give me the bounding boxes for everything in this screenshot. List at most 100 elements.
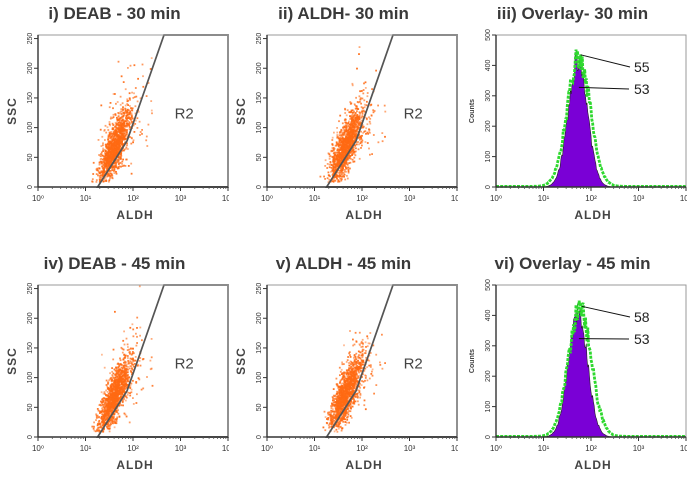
data-point bbox=[127, 104, 129, 106]
data-point bbox=[329, 166, 331, 168]
data-point bbox=[114, 147, 116, 149]
data-point bbox=[127, 392, 129, 394]
data-point bbox=[111, 159, 113, 161]
data-point bbox=[353, 157, 355, 159]
data-point bbox=[117, 101, 119, 103]
data-point bbox=[354, 151, 356, 153]
data-point bbox=[123, 124, 125, 126]
data-point bbox=[118, 387, 120, 389]
data-point bbox=[343, 140, 345, 142]
data-point bbox=[112, 405, 114, 407]
data-point bbox=[336, 134, 338, 136]
data-point bbox=[116, 419, 118, 421]
data-point bbox=[362, 127, 364, 129]
y-axis-label: SSC bbox=[5, 97, 19, 125]
data-point bbox=[105, 143, 107, 145]
data-point bbox=[137, 78, 139, 80]
data-point bbox=[365, 408, 367, 410]
data-point bbox=[365, 127, 367, 129]
data-point bbox=[350, 162, 352, 164]
data-point bbox=[151, 110, 153, 112]
data-point bbox=[127, 344, 129, 346]
data-point bbox=[343, 154, 345, 156]
data-point bbox=[349, 126, 351, 128]
data-point bbox=[140, 131, 142, 133]
data-point bbox=[110, 144, 112, 146]
scatter-points bbox=[91, 285, 153, 432]
x-tick-label: 10⁰ bbox=[490, 194, 502, 203]
data-point bbox=[109, 178, 111, 180]
data-point bbox=[109, 396, 111, 398]
data-point bbox=[365, 141, 367, 143]
data-point bbox=[129, 363, 131, 365]
data-point bbox=[359, 158, 361, 160]
data-point bbox=[138, 377, 140, 379]
data-point bbox=[362, 113, 364, 115]
data-point bbox=[130, 65, 132, 67]
data-point bbox=[102, 142, 104, 144]
data-point bbox=[344, 112, 346, 114]
data-point bbox=[123, 366, 125, 368]
x-tick-label: 10² bbox=[127, 444, 139, 453]
data-point bbox=[99, 404, 101, 406]
data-point bbox=[348, 170, 350, 172]
gate-label: R2 bbox=[175, 356, 194, 373]
data-point bbox=[122, 370, 124, 372]
data-point bbox=[114, 311, 116, 313]
data-point bbox=[353, 112, 355, 114]
data-point bbox=[359, 112, 361, 114]
data-point bbox=[125, 88, 127, 90]
data-point bbox=[101, 151, 103, 153]
data-point bbox=[343, 134, 345, 136]
y-tick-label: 50 bbox=[27, 153, 34, 161]
data-point bbox=[134, 123, 136, 125]
data-point bbox=[342, 165, 344, 167]
data-point bbox=[125, 383, 127, 385]
data-point bbox=[116, 368, 118, 370]
data-point bbox=[121, 124, 123, 126]
data-point bbox=[112, 107, 114, 109]
data-point bbox=[340, 157, 342, 159]
data-point bbox=[115, 141, 117, 143]
data-point bbox=[113, 385, 115, 387]
data-point bbox=[122, 367, 124, 369]
data-point bbox=[99, 423, 101, 425]
data-point bbox=[109, 428, 111, 430]
data-point bbox=[133, 92, 135, 94]
data-point bbox=[116, 387, 118, 389]
data-point bbox=[347, 178, 349, 180]
data-point bbox=[366, 101, 368, 103]
data-point bbox=[122, 102, 124, 104]
data-point bbox=[118, 128, 120, 130]
x-tick-label: 10⁴ bbox=[222, 444, 229, 453]
data-point bbox=[356, 117, 358, 119]
x-tick-label: 10² bbox=[585, 194, 597, 203]
data-point bbox=[125, 371, 127, 373]
data-point bbox=[105, 132, 107, 134]
data-point bbox=[142, 86, 144, 88]
data-point bbox=[121, 161, 123, 163]
data-point bbox=[114, 138, 116, 140]
data-point bbox=[348, 362, 350, 364]
data-point bbox=[120, 359, 122, 361]
data-point bbox=[346, 159, 348, 161]
data-point bbox=[375, 354, 377, 356]
data-point bbox=[131, 173, 133, 175]
data-point bbox=[381, 132, 383, 134]
data-point bbox=[141, 133, 143, 135]
data-point bbox=[110, 384, 112, 386]
data-point bbox=[122, 159, 124, 161]
data-point bbox=[143, 358, 145, 360]
data-point bbox=[122, 106, 124, 108]
data-point bbox=[112, 165, 114, 167]
data-point bbox=[125, 400, 127, 402]
data-point bbox=[109, 431, 111, 433]
data-point bbox=[118, 61, 120, 63]
data-point bbox=[120, 135, 122, 137]
data-point bbox=[134, 131, 136, 133]
data-point bbox=[137, 127, 139, 129]
data-point bbox=[337, 136, 339, 138]
data-point bbox=[113, 132, 115, 134]
data-point bbox=[120, 152, 122, 154]
data-point bbox=[131, 115, 133, 117]
